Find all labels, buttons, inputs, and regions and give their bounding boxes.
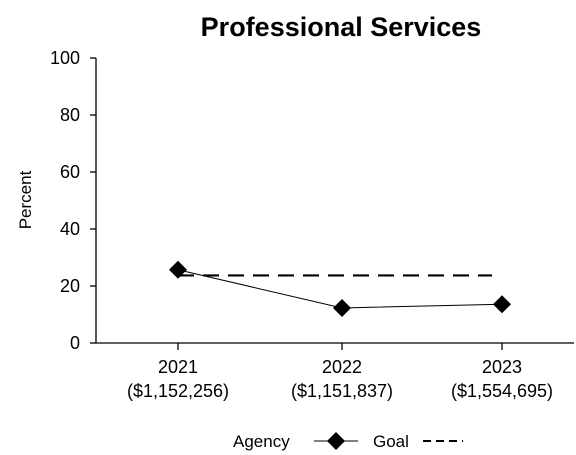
x-axis: 2021 ($1,152,256) 2022 ($1,151,837) 2023 ($1,…: [96, 342, 574, 401]
y-tick-label: 0: [70, 333, 80, 353]
legend-agency-marker: [327, 432, 345, 450]
y-tick-label: 100: [50, 48, 80, 68]
legend-label-agency: Agency: [233, 432, 290, 451]
y-tick-label: 20: [60, 276, 80, 296]
x-tick-label-amount: ($1,152,256): [127, 381, 229, 401]
legend-label-goal: Goal: [373, 432, 409, 451]
chart-title: Professional Services: [201, 12, 482, 42]
x-tick-label-amount: ($1,554,695): [451, 381, 553, 401]
x-tick-label-year: 2021: [158, 357, 198, 377]
agency-series: [169, 260, 511, 317]
x-tick-label-amount: ($1,151,837): [291, 381, 393, 401]
x-tick-label-year: 2023: [482, 357, 522, 377]
agency-point: [493, 295, 511, 314]
y-axis-label: Percent: [16, 170, 35, 229]
y-tick-label: 80: [60, 105, 80, 125]
legend: Agency Goal: [233, 432, 463, 451]
y-axis: 0 20 40 60 80 100: [50, 48, 97, 353]
y-tick-label: 60: [60, 162, 80, 182]
agency-point: [169, 260, 187, 279]
x-tick-label-year: 2022: [322, 357, 362, 377]
y-tick-label: 40: [60, 219, 80, 239]
agency-point: [333, 298, 351, 317]
